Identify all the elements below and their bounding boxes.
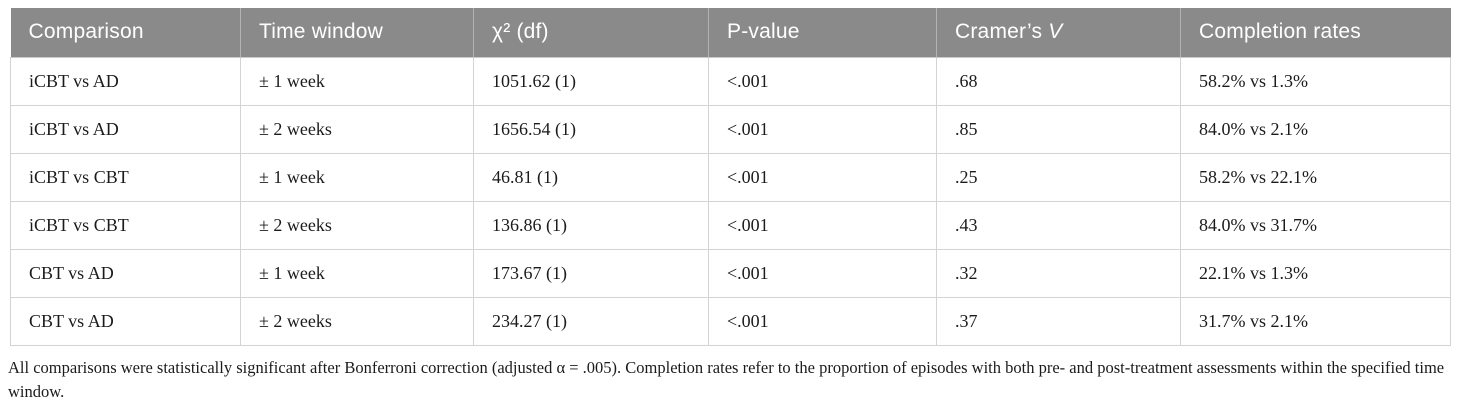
cell-p-value: <.001 [708,296,937,346]
table-row: iCBT vs CBT ± 2 weeks 136.86 (1) <.001 .… [10,200,1451,250]
column-header-chi-square-df: χ² (df) [473,8,709,58]
cell-time-window: ± 1 week [240,248,474,298]
cell-p-value: <.001 [708,104,937,154]
cell-p-value: <.001 [708,200,937,250]
table-row: CBT vs AD ± 2 weeks 234.27 (1) <.001 .37… [10,296,1451,346]
table-body: iCBT vs AD ± 1 week 1051.62 (1) <.001 .6… [10,56,1451,346]
cell-p-value: <.001 [708,152,937,202]
cell-comparison: iCBT vs AD [10,56,241,106]
cell-chi-square: 1051.62 (1) [473,56,709,106]
cell-cramers-v: .43 [936,200,1181,250]
cell-comparison: iCBT vs CBT [10,152,241,202]
cell-chi-square: 173.67 (1) [473,248,709,298]
statistics-table: Comparison Time window χ² (df) P-value C… [10,8,1451,346]
cell-p-value: <.001 [708,248,937,298]
cell-chi-square: 136.86 (1) [473,200,709,250]
column-header-comparison: Comparison [10,8,241,58]
cell-time-window: ± 1 week [240,56,474,106]
table-footnote: All comparisons were statistically signi… [8,358,1445,401]
table-header-row: Comparison Time window χ² (df) P-value C… [10,8,1451,58]
cell-comparison: iCBT vs CBT [10,200,241,250]
table-row: iCBT vs AD ± 1 week 1051.62 (1) <.001 .6… [10,56,1451,106]
cell-chi-square: 234.27 (1) [473,296,709,346]
cell-cramers-v: .32 [936,248,1181,298]
cell-time-window: ± 1 week [240,152,474,202]
cell-time-window: ± 2 weeks [240,104,474,154]
cell-completion-rates: 84.0% vs 31.7% [1180,200,1451,250]
statistics-table-container: Comparison Time window χ² (df) P-value C… [10,8,1451,346]
cell-cramers-v: .68 [936,56,1181,106]
cell-p-value: <.001 [708,56,937,106]
cell-time-window: ± 2 weeks [240,200,474,250]
cell-comparison: CBT vs AD [10,296,241,346]
cell-completion-rates: 31.7% vs 2.1% [1180,296,1451,346]
cell-cramers-v: .85 [936,104,1181,154]
column-header-p-value: P-value [708,8,937,58]
cell-chi-square: 1656.54 (1) [473,104,709,154]
cell-completion-rates: 58.2% vs 1.3% [1180,56,1451,106]
table-row: iCBT vs CBT ± 1 week 46.81 (1) <.001 .25… [10,152,1451,202]
cell-comparison: iCBT vs AD [10,104,241,154]
column-header-completion-rates: Completion rates [1180,8,1451,58]
cell-cramers-v: .25 [936,152,1181,202]
cell-comparison: CBT vs AD [10,248,241,298]
table-row: CBT vs AD ± 1 week 173.67 (1) <.001 .32 … [10,248,1451,298]
cell-completion-rates: 58.2% vs 22.1% [1180,152,1451,202]
cell-chi-square: 46.81 (1) [473,152,709,202]
cramers-v-label-text: Cramer’s [955,20,1049,44]
cramers-v-label-italic: V [1048,20,1063,44]
cell-cramers-v: .37 [936,296,1181,346]
column-header-cramers-v: Cramer’s V [936,8,1181,58]
cell-completion-rates: 84.0% vs 2.1% [1180,104,1451,154]
cell-time-window: ± 2 weeks [240,296,474,346]
table-header: Comparison Time window χ² (df) P-value C… [10,8,1451,58]
cell-completion-rates: 22.1% vs 1.3% [1180,248,1451,298]
column-header-time-window: Time window [240,8,474,58]
table-row: iCBT vs AD ± 2 weeks 1656.54 (1) <.001 .… [10,104,1451,154]
